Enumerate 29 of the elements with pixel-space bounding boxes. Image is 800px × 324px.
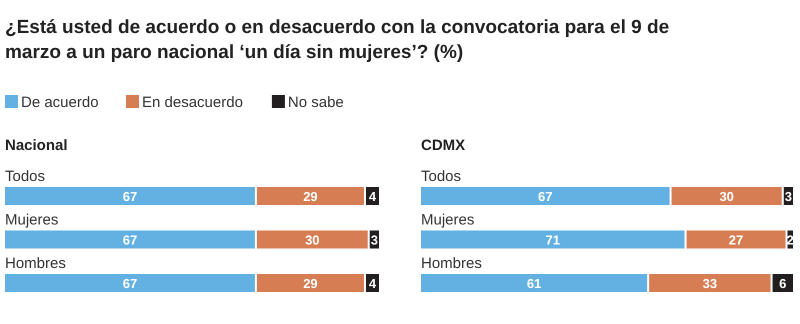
data-label: 29 — [303, 276, 318, 291]
data-label: 29 — [303, 189, 318, 204]
y-tick-label: Hombres — [5, 255, 66, 272]
data-label: 4 — [368, 276, 377, 291]
data-label: 33 — [702, 276, 718, 291]
y-tick-label: Mujeres — [5, 212, 58, 228]
data-label: 6 — [779, 276, 786, 291]
data-label: 27 — [728, 232, 744, 248]
legend-label: No sabe — [288, 94, 344, 111]
data-label: 67 — [538, 189, 553, 204]
data-label: 30 — [719, 189, 734, 204]
y-tick-label: Mujeres — [421, 212, 474, 228]
data-label: 3 — [784, 189, 792, 204]
y-tick-label: Hombres — [421, 255, 482, 272]
data-label: 3 — [370, 232, 378, 248]
data-label: 61 — [526, 276, 542, 291]
legend-label: De acuerdo — [21, 94, 99, 111]
chart-subtitle: Nacional — [5, 137, 68, 154]
y-tick-label: Todos — [421, 168, 462, 185]
data-label: 67 — [122, 189, 138, 204]
data-label: 67 — [122, 232, 138, 248]
y-tick-label: Todos — [5, 168, 46, 185]
data-label: 30 — [305, 232, 320, 248]
legend-label: En desacuerdo — [142, 94, 243, 111]
chart-title: CDMX — [421, 137, 466, 154]
data-label: 71 — [546, 232, 560, 248]
data-label: 67 — [122, 276, 138, 291]
data-label: 4 — [368, 189, 377, 204]
chart-title: ¿Está usted de acuerdo o en desacuerdo con la convocatoria para el 9 de marzo a un paro nacional ‘un día sin mujeres’? (%) — [5, 17, 670, 63]
